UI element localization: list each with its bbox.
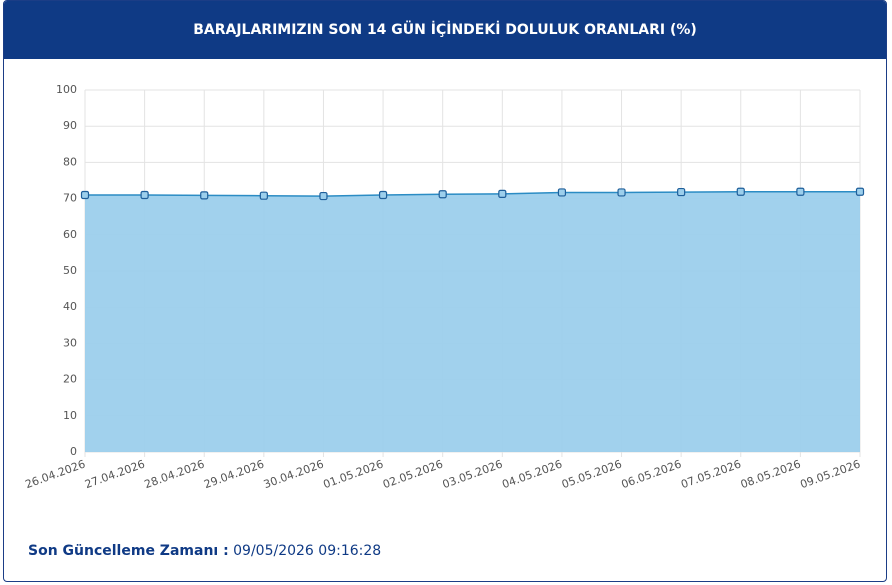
footer-value: 09/05/2026 09:16:28 xyxy=(233,543,382,559)
x-tick-label: 08.05.2026 xyxy=(739,457,803,491)
chart: 0 10 20 30 40 50 60 70 80 90 100 26.04.202627.04.20… xyxy=(23,83,865,491)
x-tick-label: 06.05.2026 xyxy=(620,457,684,491)
marker xyxy=(557,188,567,197)
marker xyxy=(736,187,745,196)
x-tick-label: 01.05.2026 xyxy=(321,457,385,491)
x-tick-label: 26.04.2026 xyxy=(23,457,87,491)
y-tick-label: 10 xyxy=(63,409,77,422)
marker xyxy=(80,190,90,200)
y-tick-label: 0 xyxy=(70,445,77,458)
card-header: BARAJLARIMIZIN SON 14 GÜN İÇİNDEKİ DOLUL… xyxy=(4,1,886,59)
marker xyxy=(796,187,805,196)
footer-label: Son Güncelleme Zamanı : xyxy=(28,543,229,559)
x-tick-label: 30.04.2026 xyxy=(262,457,326,491)
card: BARAJLARIMIZIN SON 14 GÜN İÇİNDEKİ DOLUL… xyxy=(3,0,887,582)
x-tick-label: 05.05.2026 xyxy=(560,457,624,491)
marker xyxy=(855,187,865,196)
marker xyxy=(378,190,388,200)
marker xyxy=(677,187,686,197)
x-tick-label: 03.05.2026 xyxy=(441,457,505,491)
marker xyxy=(498,189,507,198)
x-tick-label: 04.05.2026 xyxy=(500,457,564,491)
marker xyxy=(140,190,149,200)
marker xyxy=(319,191,328,201)
y-tick-label: 20 xyxy=(63,373,77,386)
y-tick-label: 80 xyxy=(63,155,77,168)
marker xyxy=(617,188,626,197)
y-tick-label: 100 xyxy=(56,83,77,96)
x-tick-label: 27.04.2026 xyxy=(83,457,147,491)
x-tick-label: 29.04.2026 xyxy=(202,457,266,491)
line xyxy=(85,190,860,197)
x-tick-label: 28.04.2026 xyxy=(143,457,207,491)
marker xyxy=(200,191,209,200)
y-tick-label: 90 xyxy=(63,119,77,132)
footer: Son Güncelleme Zamanı : 09/05/2026 09:16… xyxy=(28,543,381,559)
area xyxy=(85,191,860,453)
y-tick-label: 40 xyxy=(63,300,77,313)
y-tick-label: 50 xyxy=(63,264,77,277)
marker xyxy=(259,191,268,200)
y-tick-label: 30 xyxy=(63,336,77,349)
x-tick-label: 09.05.2026 xyxy=(798,457,862,491)
marker xyxy=(438,190,447,199)
chart-title: BARAJLARIMIZIN SON 14 GÜN İÇİNDEKİ DOLUL… xyxy=(193,22,697,38)
x-tick-label: 07.05.2026 xyxy=(679,457,743,491)
x-tick-label: 02.05.2026 xyxy=(381,457,445,491)
y-tick-label: 70 xyxy=(63,192,77,205)
y-tick-label: 60 xyxy=(63,228,77,241)
